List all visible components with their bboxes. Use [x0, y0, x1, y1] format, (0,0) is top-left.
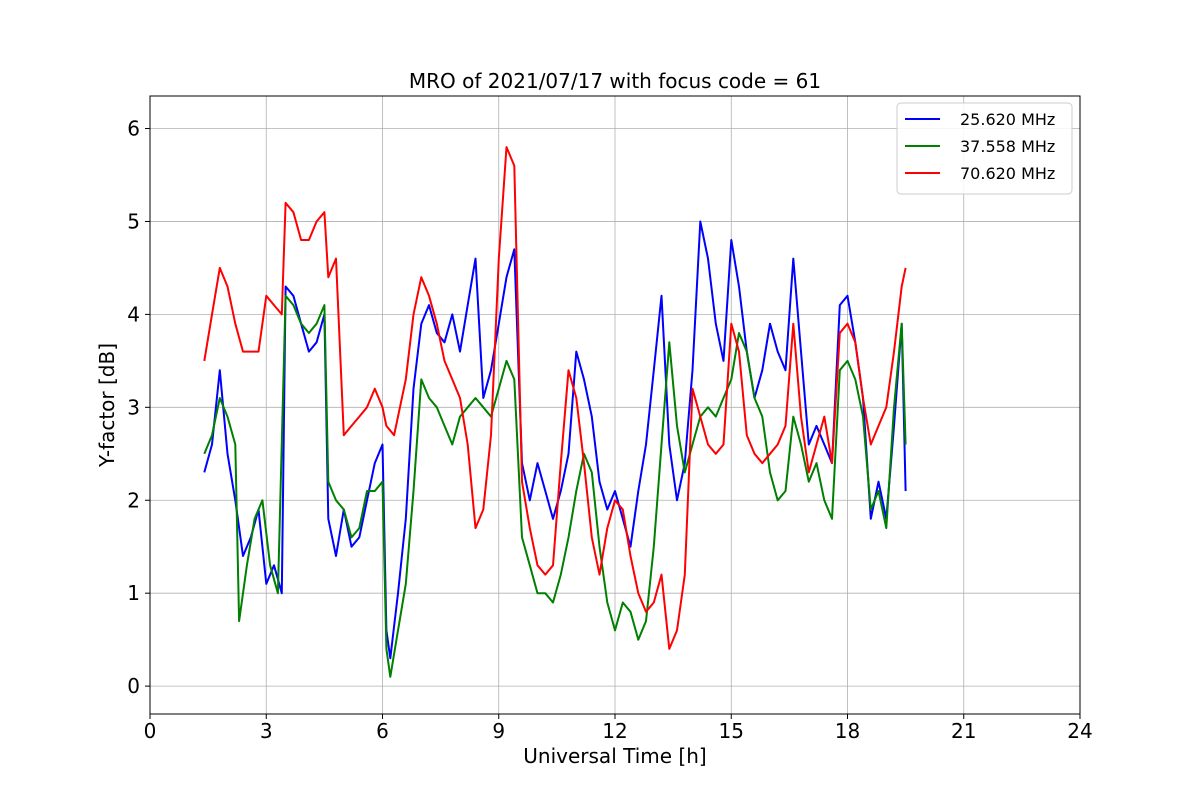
y-axis: 0 1 2 3 4 5 6	[127, 117, 150, 698]
x-tick-label: 6	[376, 719, 389, 743]
y-tick-label: 6	[127, 117, 140, 141]
x-tick-label: 21	[951, 719, 976, 743]
series-line-3	[203, 146, 907, 650]
y-tick-label: 1	[127, 581, 140, 605]
x-tick-label: 24	[1067, 719, 1092, 743]
x-tick-label: 12	[602, 719, 627, 743]
y-tick-label: 0	[127, 674, 140, 698]
x-axis-label: Universal Time [h]	[523, 744, 706, 768]
x-tick-label: 0	[144, 719, 157, 743]
legend-label: 25.620 MHz	[960, 110, 1055, 129]
x-tick-label: 9	[492, 719, 505, 743]
series-line-1	[203, 220, 907, 660]
x-tick-label: 18	[835, 719, 860, 743]
y-tick-label: 5	[127, 209, 140, 233]
x-axis: 0 3 6 9 12 15 18 21 24	[144, 714, 1093, 743]
series-layer	[203, 146, 907, 678]
legend-label: 37.558 MHz	[960, 137, 1055, 156]
y-tick-label: 3	[127, 395, 140, 419]
chart-title: MRO of 2021/07/17 with focus code = 61	[409, 69, 821, 93]
legend-box	[896, 102, 1073, 195]
x-tick-label: 3	[260, 719, 273, 743]
legend: 25.620 MHz 37.558 MHz 70.620 MHz	[896, 102, 1073, 195]
legend-label: 70.620 MHz	[960, 164, 1055, 183]
y-axis-label: Y-factor [dB]	[95, 343, 119, 468]
y-tick-label: 2	[127, 488, 140, 512]
x-tick-label: 15	[719, 719, 744, 743]
series-line-2	[203, 294, 907, 678]
y-tick-label: 4	[127, 302, 140, 326]
